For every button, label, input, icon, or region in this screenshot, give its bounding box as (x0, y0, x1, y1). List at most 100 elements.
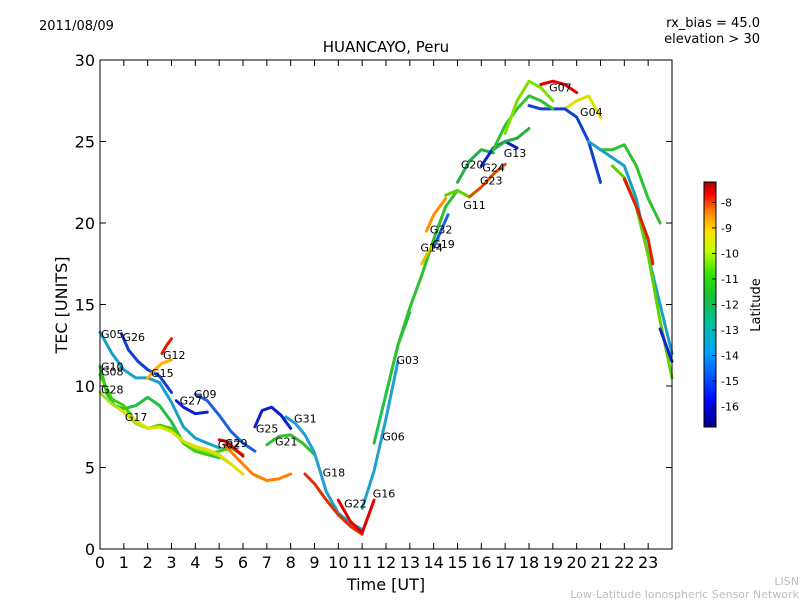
x-tick-label: 8 (286, 553, 296, 572)
chart-title: HUANCAYO, Peru (323, 38, 449, 56)
x-tick-label: 10 (328, 553, 348, 572)
x-tick-label: 5 (214, 553, 224, 572)
y-tick-label: 20 (75, 214, 95, 233)
x-tick-label: 21 (590, 553, 610, 572)
colorbar-label: Latitude (749, 278, 764, 332)
series-line-g25 (253, 405, 293, 430)
satellite-label-g21: G21 (275, 435, 298, 448)
satellite-label-g15: G15 (151, 367, 174, 380)
x-tick-label: 16 (471, 553, 491, 572)
series-line-g21 (265, 433, 316, 456)
plot-area (100, 60, 672, 549)
satellite-label-g06: G06 (382, 431, 405, 444)
satellite-label-g19: G19 (432, 238, 455, 251)
satellite-label-g05: G05 (101, 328, 124, 341)
x-tick-label: 0 (95, 553, 105, 572)
satellite-label-g27: G27 (180, 395, 203, 408)
y-tick-label: 30 (75, 51, 95, 70)
y-tick-label: 10 (75, 377, 95, 396)
series-line-g27b (503, 79, 555, 135)
x-tick-label: 6 (238, 553, 248, 572)
x-tick-label: 14 (423, 553, 443, 572)
series-line-g23 (467, 162, 507, 199)
series-line-g19 (432, 213, 450, 249)
colorbar-tick-label: -10 (721, 247, 739, 260)
footer-lisn: LISN (774, 575, 799, 588)
y-tick-label: 25 (75, 133, 95, 152)
x-tick-label: 12 (376, 553, 396, 572)
colorbar-tick-label: -15 (721, 375, 739, 388)
satellite-label-g11: G11 (463, 199, 486, 212)
series-line-g31 (284, 415, 364, 531)
series-line-g03 (384, 188, 459, 396)
x-tick-label: 20 (566, 553, 586, 572)
series-line-g22 (336, 498, 376, 535)
satellite-label-g03: G03 (397, 354, 420, 367)
series-line-g04 (563, 94, 602, 119)
series-line-g15 (146, 358, 173, 380)
x-tick-label: 19 (543, 553, 563, 572)
y-axis-label: TEC [UNITS] (52, 257, 71, 355)
x-tick-label: 18 (519, 553, 539, 572)
series-line-g08 (98, 373, 245, 456)
satellite-label-g29: G29 (225, 437, 248, 450)
x-tick-label: 3 (166, 553, 176, 572)
satellite-label-g12: G12 (163, 349, 186, 362)
x-tick-label: 17 (495, 553, 515, 572)
satellite-label-g16: G16 (373, 488, 396, 501)
satellite-label-g23: G23 (480, 175, 503, 188)
colorbar-tick-label: -9 (721, 222, 732, 235)
satellite-label-g32: G32 (430, 224, 453, 237)
satellite-label-g13: G13 (504, 147, 527, 160)
series-line-g26 (120, 332, 173, 394)
series-line-g05 (98, 330, 221, 450)
satellite-label-g17: G17 (125, 411, 148, 424)
series-line-g26b (658, 327, 674, 363)
series-line-g30 (491, 94, 555, 152)
colorbar-ticks: -8 -9 -10 -11 -12 -13 -14 -15 -16 (712, 196, 739, 414)
satellite-label-g25: G25 (256, 422, 279, 435)
satellite-label-g26: G26 (122, 331, 145, 344)
series-line-g13 (491, 127, 531, 152)
y-ticks: 0 5 10 15 20 25 30 (75, 51, 672, 559)
x-tick-label: 15 (447, 553, 467, 572)
series-line-g20 (456, 148, 495, 184)
satellite-label-g10: G10 (101, 360, 124, 373)
rx-bias-label: rx_bias = 45.0 (666, 16, 760, 31)
series-line-g05b (587, 140, 674, 355)
y-tick-label: 15 (75, 296, 95, 315)
x-tick-label: 22 (614, 553, 634, 572)
satellite-label-g24: G24 (482, 162, 505, 175)
series-line-g18 (303, 472, 364, 536)
series-line-g32 (425, 197, 448, 233)
y-tick-label: 0 (85, 540, 95, 559)
colorbar-tick-label: -14 (721, 350, 739, 363)
colorbar-tick-label: -12 (721, 299, 739, 312)
colorbar-tick-label: -11 (721, 273, 739, 286)
satellite-label-g28: G28 (101, 383, 124, 396)
point-label-layer: G05G26G10G08G12G15G28G27G09G17G25G31G29G… (101, 82, 603, 511)
satellite-label-g09: G09 (194, 388, 217, 401)
elevation-label: elevation > 30 (664, 32, 760, 47)
satellite-label-g20: G20 (461, 158, 484, 171)
series-line-g29 (222, 443, 293, 482)
series-layer (98, 79, 674, 536)
satellite-label-g18: G18 (323, 466, 346, 479)
x-tick-label: 9 (309, 553, 319, 572)
x-ticks: 0 1 2 3 4 5 6 7 8 9 10 11 12 13 14 15 16 17 18 19 20 21 22 23 (95, 60, 658, 572)
x-axis-label: Time [UT] (346, 575, 425, 594)
satellite-label-g31: G31 (294, 413, 317, 426)
date-label: 2011/08/09 (39, 19, 114, 34)
x-tick-label: 23 (638, 553, 658, 572)
x-tick-label: 2 (143, 553, 153, 572)
x-tick-label: 1 (119, 553, 129, 572)
x-tick-label: 7 (262, 553, 272, 572)
x-tick-label: 4 (190, 553, 200, 572)
series-line-g07 (539, 79, 579, 95)
satellite-label-g02: G02 (218, 439, 241, 452)
series-line-g12 (160, 337, 173, 355)
series-line-g02 (217, 438, 245, 458)
series-line-g28b (622, 177, 655, 266)
x-tick-label: 13 (400, 553, 420, 572)
